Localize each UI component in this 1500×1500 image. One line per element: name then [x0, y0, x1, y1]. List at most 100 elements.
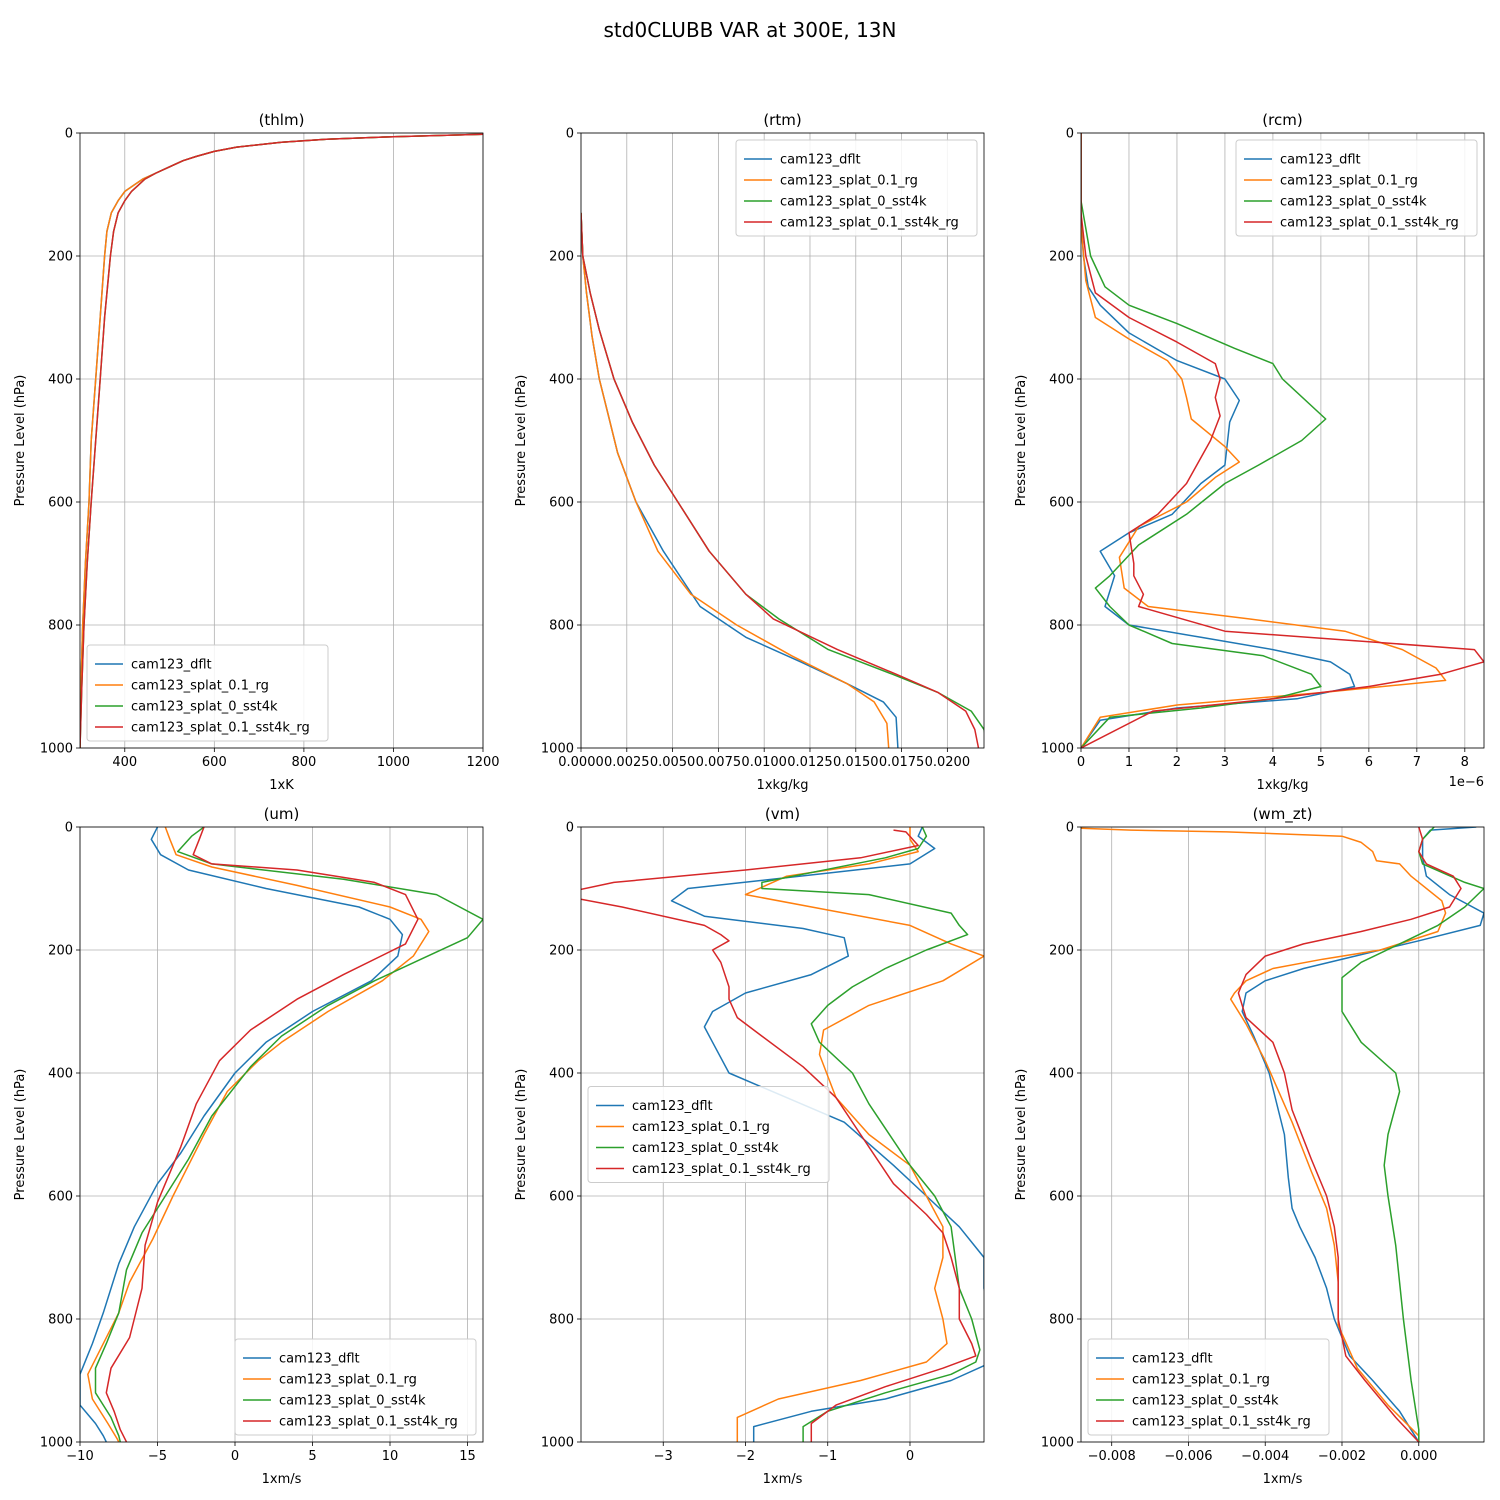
- chart-4-legend-label-2: cam123_splat_0_sst4k: [632, 1141, 779, 1156]
- chart-0-ytick-label-5: 1000: [40, 742, 73, 757]
- chart-3-legend-label-2: cam123_splat_0_sst4k: [279, 1394, 426, 1409]
- chart-3-ytick-label-5: 1000: [40, 1436, 73, 1451]
- chart-4-title: (vm): [765, 805, 800, 823]
- chart-0-xtick-label-1: 600: [202, 755, 227, 770]
- chart-1-ytick-label-4: 800: [549, 619, 574, 634]
- chart-1-title: (rtm): [763, 111, 801, 129]
- chart-4-series-2-line: [761, 827, 981, 1442]
- chart-1-xtick-label-5: 0.0125: [787, 755, 833, 770]
- chart-1-xtick-label-6: 0.0150: [833, 755, 879, 770]
- chart-2-xtick-label-0: 0: [1077, 755, 1085, 770]
- chart-4-xtick-label-0: −3: [654, 1449, 673, 1464]
- chart-5-series-2-line: [1341, 827, 1484, 1442]
- chart-3-legend-label-1: cam123_splat_0.1_rg: [279, 1373, 417, 1388]
- chart-2-xtick-label-3: 3: [1221, 755, 1229, 770]
- chart-1-plot-frame: [580, 132, 985, 749]
- chart-3-series-3-line: [105, 827, 419, 1442]
- chart-1-xtick-label-2: 0.0050: [650, 755, 696, 770]
- chart-3-ytick-label-4: 800: [48, 1313, 73, 1328]
- chart-3-series-1-line: [87, 827, 430, 1442]
- chart-2-legend: cam123_dflt cam123_splat_0.1_rg cam123_spl…: [1235, 139, 1478, 237]
- chart-2-title: (rcm): [1262, 111, 1302, 129]
- chart-1-ytick-label-3: 600: [549, 496, 574, 511]
- chart-1-ytick-label-0: 0: [566, 127, 574, 142]
- chart-1-xtick-label-3: 0.0075: [696, 755, 742, 770]
- chart-4-xtick-label-3: 0: [906, 1449, 914, 1464]
- chart-3-xtick-label-0: −10: [66, 1449, 93, 1464]
- chart-3-legend-box: [234, 1338, 477, 1436]
- chart-4-series-3-line: [581, 829, 977, 1442]
- chart-0-series-3-line: [80, 133, 483, 748]
- chart-4-xtick-label-2: −1: [818, 1449, 837, 1464]
- chart-4-plot-frame: [580, 826, 985, 1443]
- chart-2-series-3-line: [1081, 133, 1484, 748]
- chart-2-xtick-label-6: 6: [1365, 755, 1373, 770]
- chart-1-xtick-label-0: 0.0000: [558, 755, 604, 770]
- chart-5-title: (wm_zt): [1253, 805, 1313, 824]
- chart-5-series-3-line: [1237, 827, 1462, 1442]
- chart-1-xtick-label-7: 0.0175: [879, 755, 925, 770]
- chart-2-series-1-line: [1081, 133, 1447, 748]
- chart-5-ytick-label-5: 1000: [1041, 1436, 1074, 1451]
- chart-4: −3 −2 −1 0 0 200 400 600 800 1000 (vm) 1xm/s Pressur…: [514, 805, 985, 1487]
- chart-2-ytick-label-4: 800: [1049, 619, 1074, 634]
- chart-1-xtick-label-4: 0.0100: [741, 755, 787, 770]
- chart-2-xtick-label-1: 1: [1125, 755, 1133, 770]
- chart-3-xtick-label-3: 5: [308, 1449, 316, 1464]
- chart-0-ytick-label-2: 400: [48, 373, 73, 388]
- chart-0-xlabel: 1xK: [269, 778, 294, 793]
- chart-1-series-1-line: [581, 212, 890, 748]
- chart-3-legend-label-3: cam123_splat_0.1_sst4k_rg: [279, 1415, 458, 1430]
- chart-5-ytick-label-2: 400: [1049, 1067, 1074, 1082]
- chart-3-xtick-label-5: 15: [459, 1449, 476, 1464]
- chart-2-ytick-label-5: 1000: [1041, 742, 1074, 757]
- chart-3: −10 −5 0 5 10 15 0 200 400 600 800 1000 (um) 1xm/s Pre…: [13, 805, 484, 1487]
- chart-2-series-2-line: [1081, 133, 1327, 748]
- chart-3-ytick-label-3: 600: [48, 1190, 73, 1205]
- chart-0-xtick-label-4: 1200: [466, 755, 499, 770]
- chart-2-xtick-label-4: 4: [1269, 755, 1277, 770]
- chart-5-legend-label-0: cam123_dflt: [1132, 1352, 1213, 1367]
- chart-5-legend-label-2: cam123_splat_0_sst4k: [1132, 1394, 1279, 1409]
- chart-0-xtick-label-3: 1000: [377, 755, 410, 770]
- chart-4-xlabel: 1xm/s: [763, 1472, 803, 1487]
- chart-2-ytick-label-2: 400: [1049, 373, 1074, 388]
- chart-0-xtick-label-0: 400: [112, 755, 137, 770]
- chart-1-xtick-label-1: 0.0025: [604, 755, 650, 770]
- chart-4-ytick-label-4: 800: [549, 1313, 574, 1328]
- chart-0-title: (thlm): [259, 111, 305, 129]
- chart-1-legend-label-3: cam123_splat_0.1_sst4k_rg: [780, 216, 959, 231]
- chart-2-plot-frame: [1080, 132, 1485, 749]
- chart-1-legend-box: [735, 139, 978, 237]
- chart-3-xlabel: 1xm/s: [262, 1472, 302, 1487]
- chart-5-ytick-label-1: 200: [1049, 944, 1074, 959]
- chart-5-xtick-label-1: −0.006: [1164, 1449, 1212, 1464]
- chart-2-legend-box: [1235, 139, 1478, 237]
- chart-3-series-2-line: [94, 827, 483, 1442]
- chart-3-legend-label-0: cam123_dflt: [279, 1352, 360, 1367]
- chart-5: −0.008 −0.006 −0.004 −0.002 0.000 0 200 400 600 8…: [1014, 805, 1485, 1487]
- chart-1-ytick-label-1: 200: [549, 250, 574, 265]
- chart-4-ylabel: Pressure Level (hPa): [514, 1069, 529, 1201]
- chart-0-ylabel: Pressure Level (hPa): [13, 375, 28, 507]
- chart-4-series-0-line: [670, 827, 984, 1442]
- chart-5-ytick-label-0: 0: [1066, 821, 1074, 836]
- chart-1-xlabel: 1xkg/kg: [757, 778, 809, 793]
- chart-4-legend-box: [587, 1086, 830, 1183]
- chart-2-legend-label-2: cam123_splat_0_sst4k: [1280, 195, 1427, 210]
- chart-0-legend-label-2: cam123_splat_0_sst4k: [131, 700, 278, 715]
- chart-3-xtick-label-1: −5: [148, 1449, 167, 1464]
- chart-3-plot-frame: [79, 826, 484, 1443]
- chart-0-plot-frame: [79, 132, 484, 749]
- chart-4-legend-label-1: cam123_splat_0.1_rg: [632, 1120, 770, 1135]
- chart-0-legend: cam123_dflt cam123_splat_0.1_rg cam123_spl…: [86, 644, 329, 742]
- chart-1-legend-label-0: cam123_dflt: [780, 153, 861, 168]
- chart-5-legend: cam123_dflt cam123_splat_0.1_rg cam123_spl…: [1087, 1338, 1330, 1436]
- chart-0-legend-label-0: cam123_dflt: [131, 658, 212, 673]
- chart-5-xlabel: 1xm/s: [1263, 1472, 1303, 1487]
- chart-5-legend-label-3: cam123_splat_0.1_sst4k_rg: [1132, 1415, 1311, 1430]
- chart-4-xtick-label-1: −2: [736, 1449, 755, 1464]
- chart-1-legend-label-1: cam123_splat_0.1_rg: [780, 174, 918, 189]
- chart-4-ytick-label-1: 200: [549, 944, 574, 959]
